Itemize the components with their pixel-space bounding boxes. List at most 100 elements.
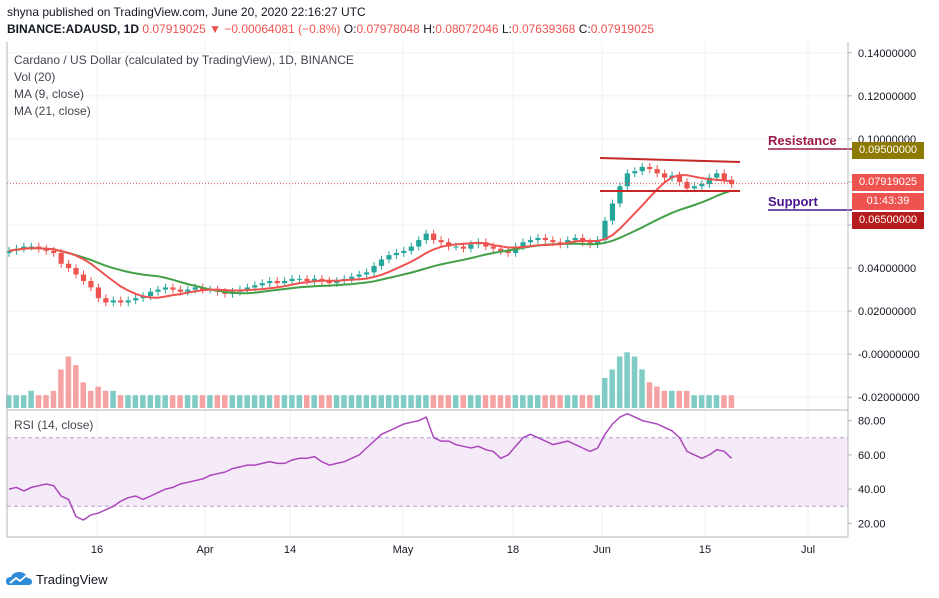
volume-bar [311,395,317,408]
volume-bar [683,390,690,408]
volume-bar [207,395,213,408]
rsi-tick-label: 20.00 [858,518,886,530]
candle [66,263,72,269]
candle [431,233,437,241]
candle [311,278,318,281]
candle [177,289,183,292]
candle [416,240,422,247]
candle [408,246,414,251]
candle [699,184,705,187]
price-tick-label: 0.04000000 [858,263,916,275]
volume-bar [155,395,161,408]
volume-bar [572,395,578,408]
volume-bar [438,395,444,408]
candle [386,255,392,260]
time-tick-label: Jun [593,544,611,556]
volume-bar [430,395,437,408]
volume-bar [281,395,288,408]
volume-bar [676,390,682,408]
volume-bar [564,395,571,408]
candle [80,274,87,281]
open-label: O: [343,22,357,36]
candle [594,240,601,245]
candle [527,240,534,243]
rsi-legend: RSI (14, close) [14,418,94,432]
candle [632,171,638,174]
candle [349,276,355,279]
volume-bar [497,395,504,408]
axes: 0.140000000.120000000.100000000.08000000… [6,42,920,556]
volume-bar [274,395,280,408]
candle [244,287,250,290]
volume-bar [199,395,206,408]
candle [21,246,27,249]
volume-bar [520,395,526,408]
volume-bar [453,395,459,408]
time-tick-label: 16 [91,544,103,556]
volume-bar [341,395,347,408]
time-tick-label: May [393,544,414,556]
candle [662,173,668,178]
rsi-tick-label: 40.00 [858,484,886,496]
volume-bar [333,395,340,408]
volume-bar [304,395,310,408]
price-tick-label: -0.02000000 [858,392,920,404]
ma9-line [8,173,732,299]
candle [371,265,377,273]
chart-title: Cardano / US Dollar (calculated by Tradi… [14,53,354,67]
volume-bar [80,382,86,408]
candle [423,233,429,241]
candle [289,278,295,281]
published-line: shyna published on TradingView.com, June… [7,5,366,19]
rsi-tick-label: 80.00 [858,416,886,428]
time-tick-label: 14 [284,544,296,556]
volume-bar [728,395,735,408]
volume-bar [460,395,466,408]
volume-bar [87,390,94,408]
price-tick-label: 0.14000000 [858,48,916,60]
volume-bar [505,395,511,408]
candle [609,203,616,221]
volume-bar [475,395,481,408]
close-label: C: [578,22,591,36]
volume-bar [549,395,556,408]
candle [639,166,645,172]
volume-bar [415,395,422,408]
volume-bar [408,395,414,408]
candle [624,173,630,187]
volume-bar [117,395,124,408]
rsi-line [8,412,733,521]
tradingview-logo[interactable]: TradingView [6,570,108,588]
volume-bar [222,395,228,408]
candle [6,250,12,253]
candle [73,268,79,275]
volume-bar [13,395,19,408]
level-lines [7,148,852,211]
volume-bar [296,395,303,408]
low-label: L: [501,22,512,36]
volume-bar [646,382,653,408]
countdown-box: 01:43:39 [852,193,924,210]
volume-bar [236,395,243,408]
candle [259,283,265,286]
candle [401,250,407,253]
volume-bar [542,395,548,408]
ma9-legend: MA (9, close) [14,87,85,101]
rsi-band [7,437,848,507]
volume-bar [140,395,146,408]
volume-bar [266,395,273,408]
candle [51,250,57,253]
time-tick-label: 15 [699,544,711,556]
candle [542,237,548,241]
volume-bar [110,390,116,408]
candle [356,274,362,277]
high-label: H: [423,22,436,36]
volume-bar [177,395,183,408]
volume-bar [132,395,139,408]
candle [498,248,504,251]
candle [28,246,34,248]
candle [267,280,273,284]
price-tick-label: 0.02000000 [858,306,916,318]
volume-bar [147,395,154,408]
